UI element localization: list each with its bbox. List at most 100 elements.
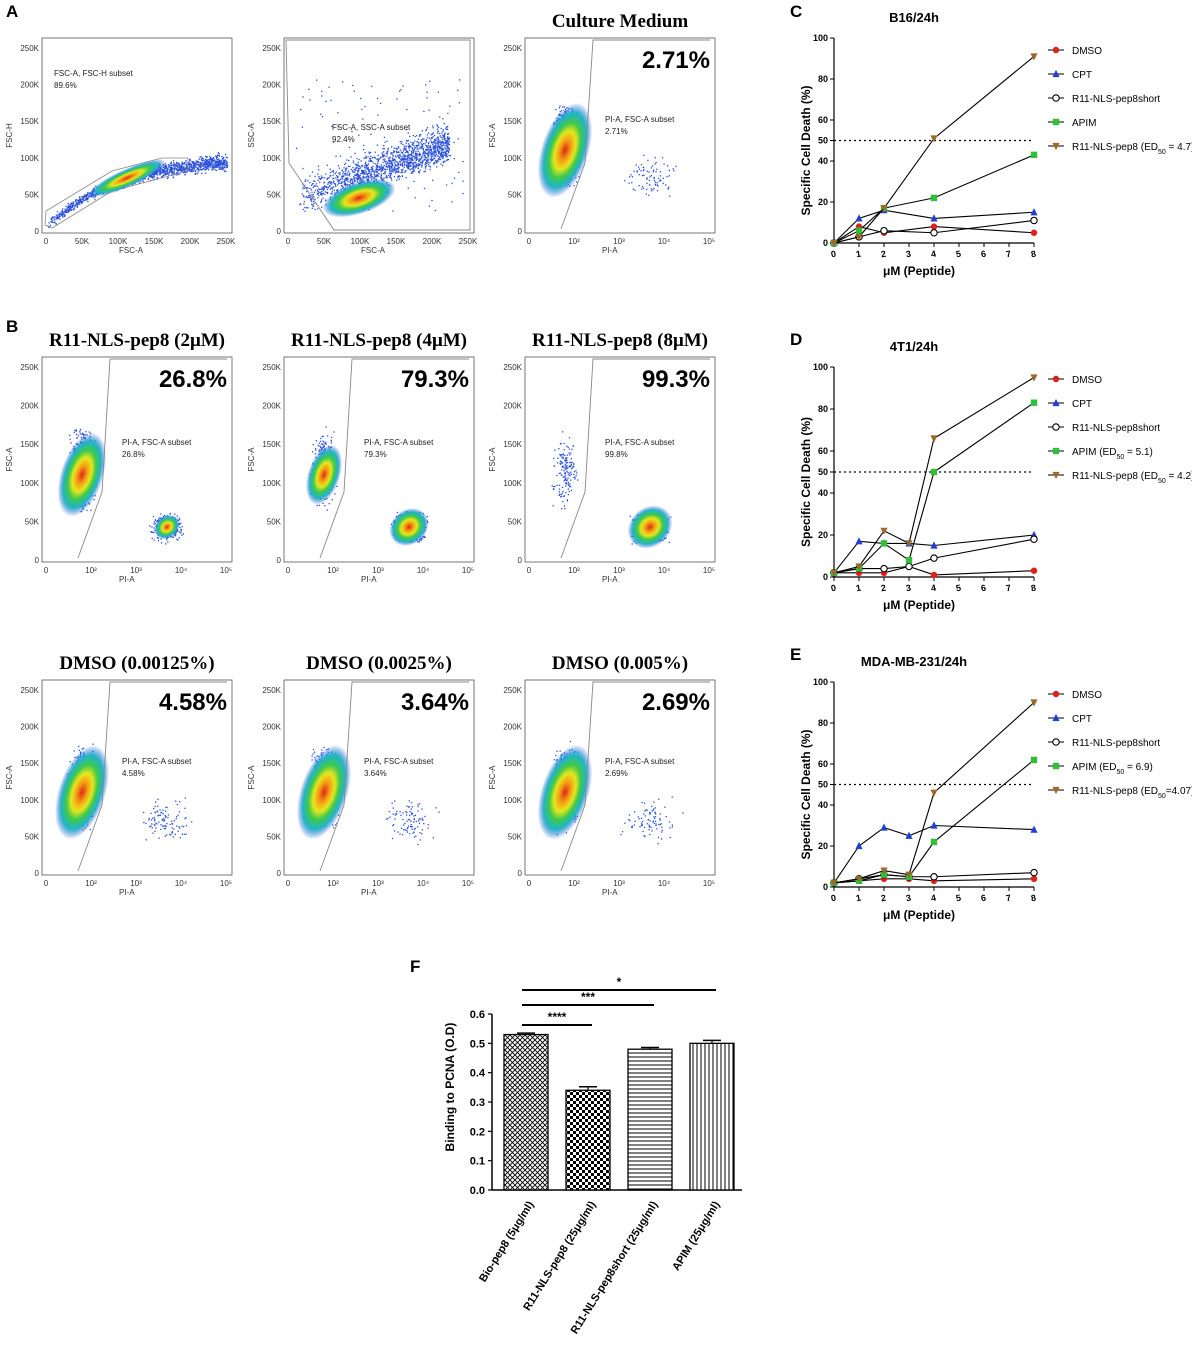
event-dot (443, 122, 445, 125)
event-dot (393, 162, 396, 164)
event-dot (380, 164, 383, 166)
event-dot (221, 168, 223, 170)
event-dot (203, 162, 205, 164)
event-dot (440, 153, 442, 155)
event-dot (158, 172, 161, 174)
event-dot (436, 125, 439, 127)
event-dot (443, 142, 445, 144)
event-dot (180, 165, 183, 168)
event-dot (88, 431, 91, 433)
event-dot (646, 182, 648, 184)
event-dot (412, 164, 414, 166)
event-dot (445, 150, 447, 153)
event-dot (434, 161, 436, 164)
event-dot (406, 108, 408, 111)
event-dot (653, 176, 656, 179)
event-dot (311, 203, 313, 205)
event-dot (302, 208, 304, 211)
event-dot (442, 151, 444, 153)
event-dot (220, 161, 222, 163)
event-dot (310, 200, 312, 202)
event-dot (361, 164, 363, 167)
event-dot (195, 160, 197, 162)
event-dot (336, 178, 338, 181)
event-dot (338, 167, 340, 169)
event-dot (183, 163, 186, 165)
event-dot (66, 208, 68, 210)
event-dot (423, 159, 425, 161)
event-dot (84, 195, 86, 198)
event-dot (672, 168, 674, 170)
event-dot (435, 143, 437, 145)
event-dot (341, 181, 343, 183)
event-dot (438, 145, 440, 147)
event-dot (52, 217, 55, 219)
event-dot (404, 171, 406, 173)
event-dot (432, 143, 434, 146)
event-dot (157, 174, 159, 176)
event-dot (422, 143, 425, 145)
event-dot (188, 161, 190, 164)
event-dot (171, 172, 173, 175)
event-dot (432, 151, 434, 153)
event-dot (153, 173, 155, 175)
event-dot (347, 178, 349, 180)
event-dot (184, 168, 186, 170)
event-dot (176, 163, 178, 165)
event-dot (162, 169, 164, 171)
event-dot (656, 190, 659, 192)
event-dot (391, 162, 393, 164)
event-dot (435, 154, 437, 157)
event-dot (313, 191, 316, 193)
event-dot (445, 152, 447, 154)
event-dot (309, 187, 311, 190)
event-dot (395, 165, 397, 167)
event-dot (190, 165, 192, 168)
event-dot (166, 170, 168, 173)
event-dot (413, 164, 415, 166)
event-dot (422, 151, 424, 154)
event-dot (153, 175, 155, 177)
event-dot (397, 156, 399, 158)
event-dot (378, 165, 380, 168)
event-dot (207, 159, 209, 161)
event-dot (62, 208, 64, 210)
event-dot (370, 175, 372, 177)
event-dot (198, 169, 200, 171)
event-dot (403, 157, 405, 159)
panel-letter-d: D (790, 330, 802, 349)
event-dot (421, 166, 423, 168)
event-dot (396, 179, 398, 181)
event-dot (421, 164, 423, 167)
event-dot (300, 203, 302, 205)
event-dot (415, 154, 417, 156)
event-dot (337, 180, 339, 183)
event-dot (64, 208, 66, 210)
event-dot (311, 194, 314, 196)
event-dot (438, 138, 440, 140)
event-dot (410, 158, 412, 160)
event-dot (386, 177, 388, 179)
event-dot (408, 145, 410, 148)
event-dot (417, 144, 419, 147)
event-dot (177, 162, 179, 164)
event-dot (440, 136, 442, 138)
event-dot (320, 113, 322, 115)
event-dot (323, 186, 325, 188)
event-dot (386, 168, 388, 171)
event-dot (174, 166, 176, 168)
event-dot (429, 146, 431, 148)
event-dot (83, 196, 86, 198)
event-dot (221, 166, 224, 168)
event-dot (407, 187, 409, 189)
event-dot (350, 179, 352, 181)
event-dot (210, 161, 213, 163)
event-dot (306, 190, 308, 193)
event-dot (358, 177, 361, 180)
event-dot (321, 187, 324, 189)
event-dot (321, 95, 323, 97)
event-dot (420, 157, 423, 160)
event-dot (382, 161, 384, 164)
event-dot (418, 152, 421, 154)
